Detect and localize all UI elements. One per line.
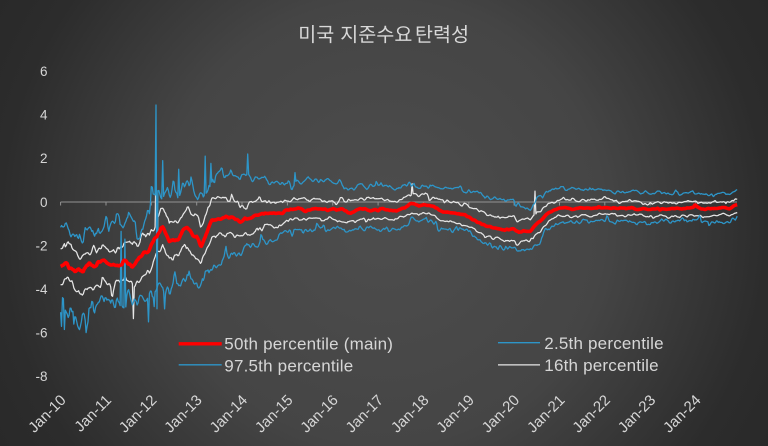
svg-text:-6: -6 [35, 326, 47, 341]
svg-text:Jan-13: Jan-13 [161, 392, 205, 436]
svg-text:16th percentile: 16th percentile [544, 356, 659, 375]
svg-text:Jan-20: Jan-20 [479, 392, 523, 436]
svg-text:Jan-18: Jan-18 [388, 392, 432, 436]
svg-text:50th percentile (main): 50th percentile (main) [224, 335, 393, 354]
svg-text:Jan-10: Jan-10 [25, 392, 69, 436]
svg-text:-4: -4 [35, 282, 47, 297]
svg-text:Jan-23: Jan-23 [615, 392, 659, 436]
svg-text:Jan-21: Jan-21 [524, 392, 568, 436]
svg-text:97.5th percentile: 97.5th percentile [224, 356, 353, 375]
svg-text:4: 4 [40, 108, 48, 123]
svg-text:Jan-17: Jan-17 [343, 392, 387, 436]
svg-text:Jan-22: Jan-22 [569, 392, 613, 436]
svg-text:Jan-24: Jan-24 [660, 392, 704, 436]
svg-text:0: 0 [40, 195, 48, 210]
svg-text:2.5th percentile: 2.5th percentile [544, 334, 663, 353]
svg-text:Jan-12: Jan-12 [116, 392, 160, 436]
svg-text:6: 6 [40, 64, 48, 79]
svg-text:2: 2 [40, 151, 48, 166]
svg-text:-2: -2 [35, 238, 47, 253]
svg-text:Jan-19: Jan-19 [433, 392, 477, 436]
svg-text:Jan-11: Jan-11 [71, 392, 115, 436]
svg-text:Jan-16: Jan-16 [297, 392, 341, 436]
svg-text:Jan-15: Jan-15 [252, 392, 296, 436]
svg-text:-8: -8 [35, 369, 47, 384]
svg-text:Jan-14: Jan-14 [207, 392, 251, 436]
